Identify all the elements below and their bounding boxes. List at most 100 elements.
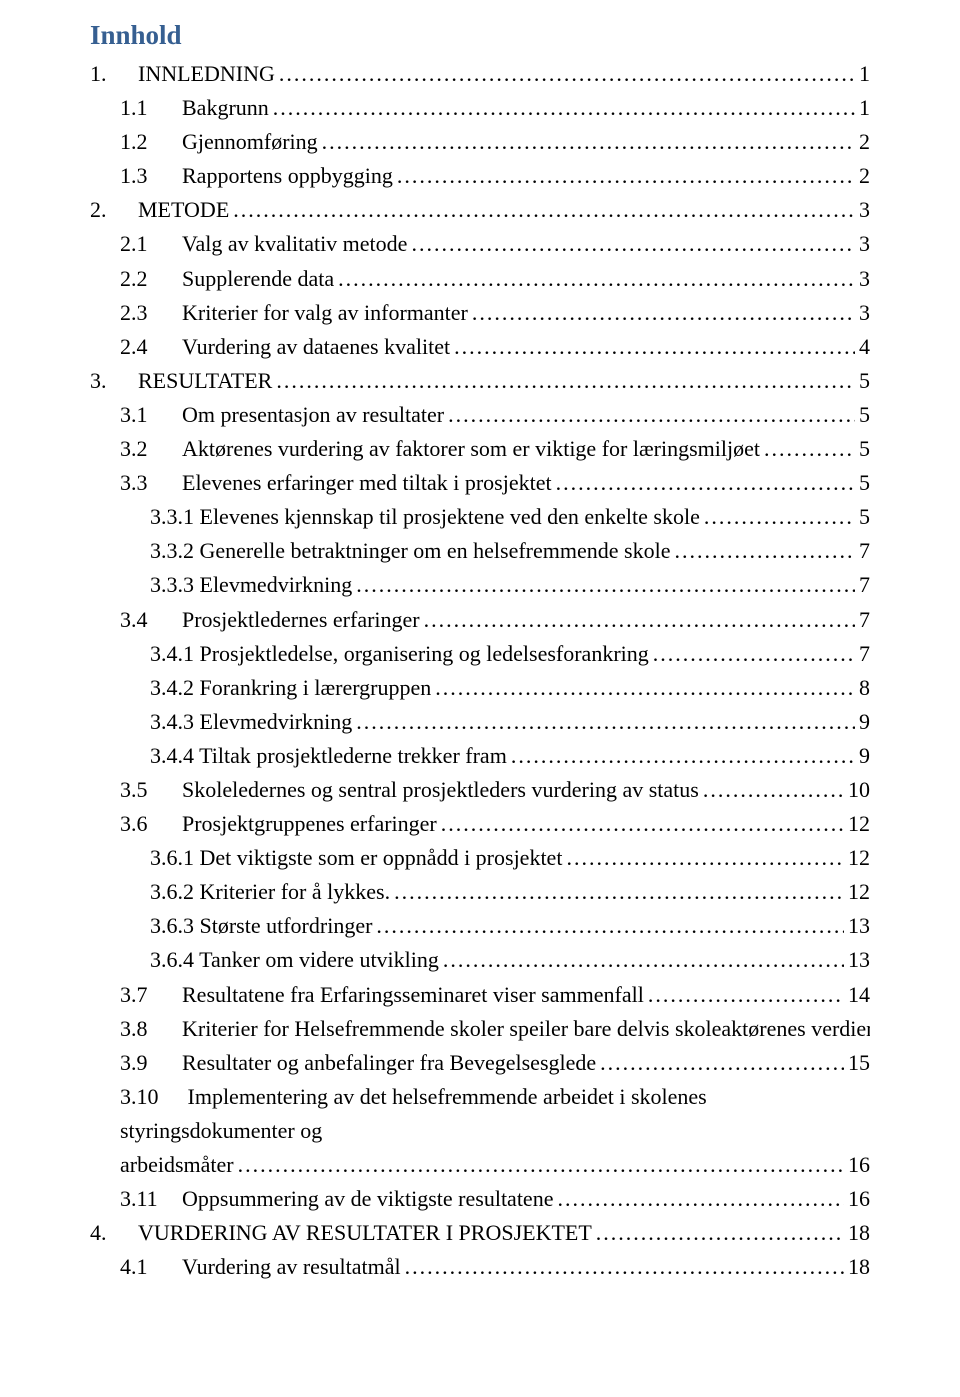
toc-entry[interactable]: 3.3.2 Generelle betraktninger om en hels… [90, 534, 870, 568]
toc-entry-number: 3.10 [120, 1080, 182, 1114]
toc-entry[interactable]: 2.3Kriterier for valg av informanter 3 [90, 296, 870, 330]
toc-leader [556, 466, 855, 500]
toc-leader [704, 500, 855, 534]
toc-entry-number: 2.4 [120, 330, 182, 364]
toc-entry-label: 3.4.2 Forankring i lærergruppen [150, 671, 435, 705]
toc-entry-number: 2.1 [120, 227, 182, 261]
toc-entry-page: 10 [844, 773, 870, 807]
toc-entry-label: 3.3Elevenes erfaringer med tiltak i pros… [120, 466, 556, 500]
toc-entry-label: 1.INNLEDNING [90, 57, 279, 91]
toc-leader [653, 637, 855, 671]
toc-entry-label: 1.2Gjennomføring [120, 125, 322, 159]
toc-entry-label: 2.4Vurdering av dataenes kvalitet [120, 330, 454, 364]
toc-entry-label: 3.6.3 Største utfordringer [150, 909, 376, 943]
toc-entry-label: 3.6.4 Tanker om videre utvikling [150, 943, 443, 977]
toc-entry-label: 1.1Bakgrunn [120, 91, 273, 125]
toc-entry-number: 3.1 [120, 398, 182, 432]
toc-entry-number-label: 3.4.3 Elevmedvirkning [150, 709, 352, 734]
toc-entry[interactable]: 1.3Rapportens oppbygging 2 [90, 159, 870, 193]
toc-leader [397, 159, 855, 193]
toc-leader [273, 91, 855, 125]
toc-leader [356, 568, 855, 602]
toc-entry-number-label: 3.3.3 Elevmedvirkning [150, 572, 352, 597]
toc-entry-number: 4. [90, 1216, 138, 1250]
toc-leader [600, 1046, 844, 1080]
toc-entry[interactable]: 3.6.1 Det viktigste som er oppnådd i pro… [90, 841, 870, 875]
toc-entry-label: 3.6Prosjektgruppenes erfaringer [120, 807, 441, 841]
toc-entry-number: 3.9 [120, 1046, 182, 1080]
toc-entry[interactable]: 2.1Valg av kvalitativ metode 3 [90, 227, 870, 261]
toc-entry-number: 3.3 [120, 466, 182, 500]
toc-entry[interactable]: 3.3.3 Elevmedvirkning 7 [90, 568, 870, 602]
toc-entry-page: 7 [855, 603, 870, 637]
toc-entry-page: 3 [855, 296, 870, 330]
toc-leader [322, 125, 855, 159]
toc-entry-number: 3.11 [120, 1182, 182, 1216]
toc-leader [356, 705, 855, 739]
toc-entry-page: 7 [855, 637, 870, 671]
toc-entry-number: 3.5 [120, 773, 182, 807]
toc-entry[interactable]: 3.6.2 Kriterier for å lykkes. 12 [90, 875, 870, 909]
toc-entry-label: 3.4.4 Tiltak prosjektlederne trekker fra… [150, 739, 511, 773]
toc-entry[interactable]: 3.11Oppsummering av de viktigste resulta… [90, 1182, 870, 1216]
toc-entry[interactable]: 3.7Resultatene fra Erfaringsseminaret vi… [90, 978, 870, 1012]
toc-entry-page: 7 [855, 568, 870, 602]
toc-entry[interactable]: 3.2Aktørenes vurdering av faktorer som e… [90, 432, 870, 466]
toc-entry[interactable]: 3.4.2 Forankring i lærergruppen 8 [90, 671, 870, 705]
toc-entry-number-label: 3.3.2 Generelle betraktninger om en hels… [150, 538, 670, 563]
toc-entry[interactable]: 4.VURDERING AV RESULTATER I PROSJEKTET 1… [90, 1216, 870, 1250]
toc-entry-page: 13 [844, 909, 870, 943]
toc-entry[interactable]: 3.6.4 Tanker om videre utvikling 13 [90, 943, 870, 977]
toc-entry-number: 4.1 [120, 1250, 182, 1284]
toc-entry-number: 1.3 [120, 159, 182, 193]
toc-entry-label: 4.VURDERING AV RESULTATER I PROSJEKTET [90, 1216, 596, 1250]
toc-entry-number-label: 3.6.4 Tanker om videre utvikling [150, 947, 439, 972]
toc-leader [566, 841, 844, 875]
toc-entry-number: 1.2 [120, 125, 182, 159]
toc-entry[interactable]: 3.4.4 Tiltak prosjektlederne trekker fra… [90, 739, 870, 773]
toc-entry-number: 3. [90, 364, 138, 398]
toc-entry[interactable]: 3.4.1 Prosjektledelse, organisering og l… [90, 637, 870, 671]
toc-entry[interactable]: 3.8Kriterier for Helsefremmende skoler s… [90, 1012, 870, 1046]
toc-entry-page: 5 [855, 500, 870, 534]
toc-entry-label: 3.9Resultater og anbefalinger fra Bevege… [120, 1046, 600, 1080]
toc-leader [233, 193, 855, 227]
toc-entry-page: 18 [844, 1250, 870, 1284]
toc-entry[interactable]: 3.3Elevenes erfaringer med tiltak i pros… [90, 466, 870, 500]
toc-entry[interactable]: 1.INNLEDNING 1 [90, 57, 870, 91]
toc-entry[interactable]: 3.1Om presentasjon av resultater 5 [90, 398, 870, 432]
toc-entry[interactable]: 4.1Vurdering av resultatmål 18 [90, 1250, 870, 1284]
toc-entry-number-label: 3.4.4 Tiltak prosjektlederne trekker fra… [150, 743, 507, 768]
toc-entry[interactable]: 3.3.1 Elevenes kjennskap til prosjektene… [90, 500, 870, 534]
toc-entry[interactable]: 2.2Supplerende data 3 [90, 262, 870, 296]
toc-entry[interactable]: 3.5Skoleledernes og sentral prosjektlede… [90, 773, 870, 807]
toc-entry-label: 3.3.1 Elevenes kjennskap til prosjektene… [150, 500, 704, 534]
toc-leader [472, 296, 855, 330]
toc-entry-line2: arbeidsmåter 16 [120, 1148, 870, 1182]
toc-entry[interactable]: 3.9Resultater og anbefalinger fra Bevege… [90, 1046, 870, 1080]
toc-entry-page: 18 [844, 1216, 870, 1250]
toc-entry[interactable]: 1.2Gjennomføring 2 [90, 125, 870, 159]
toc-entry[interactable]: 3.10 Implementering av det helsefremmend… [90, 1080, 870, 1182]
toc-entry[interactable]: 2.METODE 3 [90, 193, 870, 227]
toc-entry[interactable]: 3.4.3 Elevmedvirkning 9 [90, 705, 870, 739]
toc-entry-number-label: 3.6.3 Største utfordringer [150, 913, 372, 938]
toc-entry-page: 8 [855, 671, 870, 705]
toc-entry[interactable]: 1.1Bakgrunn 1 [90, 91, 870, 125]
toc-entry-label: 3.3.3 Elevmedvirkning [150, 568, 356, 602]
toc-entry-label: 3.10 Implementering av det helsefremmend… [120, 1080, 870, 1148]
toc-entry-page: 12 [844, 841, 870, 875]
toc-entry-page: 3 [855, 262, 870, 296]
toc-entry[interactable]: 2.4Vurdering av dataenes kvalitet 4 [90, 330, 870, 364]
toc-entry-number: 3.7 [120, 978, 182, 1012]
toc-entry[interactable]: 3.4Prosjektledernes erfaringer 7 [90, 603, 870, 637]
toc-leader [511, 739, 855, 773]
toc-entry-page: 4 [855, 330, 870, 364]
toc-entry-page: 12 [844, 807, 870, 841]
toc-entry[interactable]: 3.6Prosjektgruppenes erfaringer 12 [90, 807, 870, 841]
toc-entry[interactable]: 3.6.3 Største utfordringer 13 [90, 909, 870, 943]
toc-entry-page: 9 [855, 739, 870, 773]
toc-entry[interactable]: 3.RESULTATER 5 [90, 364, 870, 398]
toc-entry-label: 3.3.2 Generelle betraktninger om en hels… [150, 534, 674, 568]
toc-entry-number: 3.8 [120, 1012, 182, 1046]
